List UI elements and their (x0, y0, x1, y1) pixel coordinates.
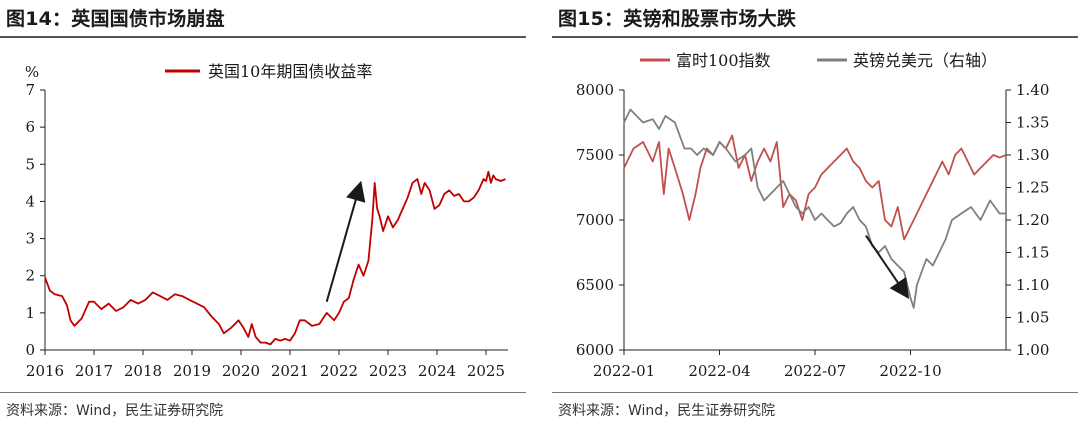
chart-panel-right: 图15：英镑和股票市场大跌 6000 6500 7000 7500 8000 1.00 1.… (552, 0, 1078, 432)
y-tick-label: 7 (25, 81, 35, 99)
x-tick-label: 2020 (222, 362, 260, 380)
y-tick-label: 8000 (576, 81, 614, 99)
legend-label-ftse100: 富时100指数 (676, 51, 771, 70)
y2-tick-label: 1.35 (1016, 114, 1049, 132)
y-tick-label: 6500 (576, 276, 614, 294)
x-tick-label: 2018 (124, 362, 162, 380)
source-divider (0, 392, 526, 393)
series-line-ftse100 (623, 134, 1007, 241)
chart-title: 图15：英镑和股票市场大跌 (558, 8, 797, 30)
uk-gilt-yield-chart: 0 1 2 3 4 5 6 7% 2016 2017 2018 2019 2020 2021 2022 202… (25, 62, 508, 380)
source-note: 资料来源：Wind，民生证券研究院 (6, 403, 224, 419)
y-tick-label: 3 (25, 230, 35, 248)
x-tick-label: 2021 (271, 362, 309, 380)
y2-tick-label: 1.05 (1016, 309, 1049, 327)
y-tick-label: 6000 (576, 341, 614, 359)
y-tick-label: 1 (25, 304, 35, 322)
y-tick-label: 7500 (576, 146, 614, 164)
y-tick-label: 5 (25, 155, 35, 173)
x-tick-label: 2022-10 (879, 362, 941, 380)
y-tick-label: 0 (25, 341, 35, 359)
y-tick-label: 6 (25, 118, 35, 136)
series-line-gbp-usd (623, 108, 1006, 309)
y2-tick-label: 1.40 (1016, 81, 1049, 99)
title-divider (552, 36, 1078, 38)
series-line-uk-10y-yield (44, 170, 506, 346)
y-tick-label: 2 (25, 267, 35, 285)
trend-arrow-up (325, 180, 366, 302)
x-tick-label: 2022-04 (688, 362, 750, 380)
trend-arrow-down (865, 235, 910, 300)
y2-tick-label: 1.15 (1016, 244, 1049, 262)
source-note: 资料来源：Wind，民生证券研究院 (558, 403, 776, 419)
x-tick-label: 2017 (75, 362, 113, 380)
x-tick-label: 2022-07 (784, 362, 846, 380)
legend-label-gbp-usd: 英镑兑美元（右轴） (853, 51, 997, 70)
x-tick-label: 2025 (467, 362, 505, 380)
y-tick-label: 4 (25, 192, 35, 210)
x-tick-label: 2019 (173, 362, 211, 380)
legend-label: 英国10年期国债收益率 (208, 62, 372, 81)
y2-tick-label: 1.20 (1016, 211, 1049, 229)
y2-tick-label: 1.30 (1016, 146, 1049, 164)
x-tick-label: 2024 (418, 362, 456, 380)
x-tick-label: 2022-01 (593, 362, 655, 380)
x-tick-label: 2016 (26, 362, 64, 380)
source-divider (552, 392, 1078, 393)
y2-tick-label: 1.10 (1016, 276, 1049, 294)
y2-tick-label: 1.00 (1016, 341, 1049, 359)
y2-tick-label: 1.25 (1016, 179, 1049, 197)
y-axis-unit-label: % (25, 63, 39, 81)
chart-panel-left: 图14：英国国债市场崩盘 0 1 2 3 4 5 6 7% 2016 2017 2018 2019 20… (0, 0, 526, 432)
x-tick-label: 2023 (369, 362, 407, 380)
y-tick-label: 7000 (576, 211, 614, 229)
x-tick-label: 2022 (320, 362, 358, 380)
gbp-ftse-chart: 6000 6500 7000 7500 8000 1.00 1.05 1.10 1.15 1.20… (576, 51, 1050, 380)
chart-title: 图14：英国国债市场崩盘 (6, 8, 225, 30)
title-divider (0, 36, 526, 38)
